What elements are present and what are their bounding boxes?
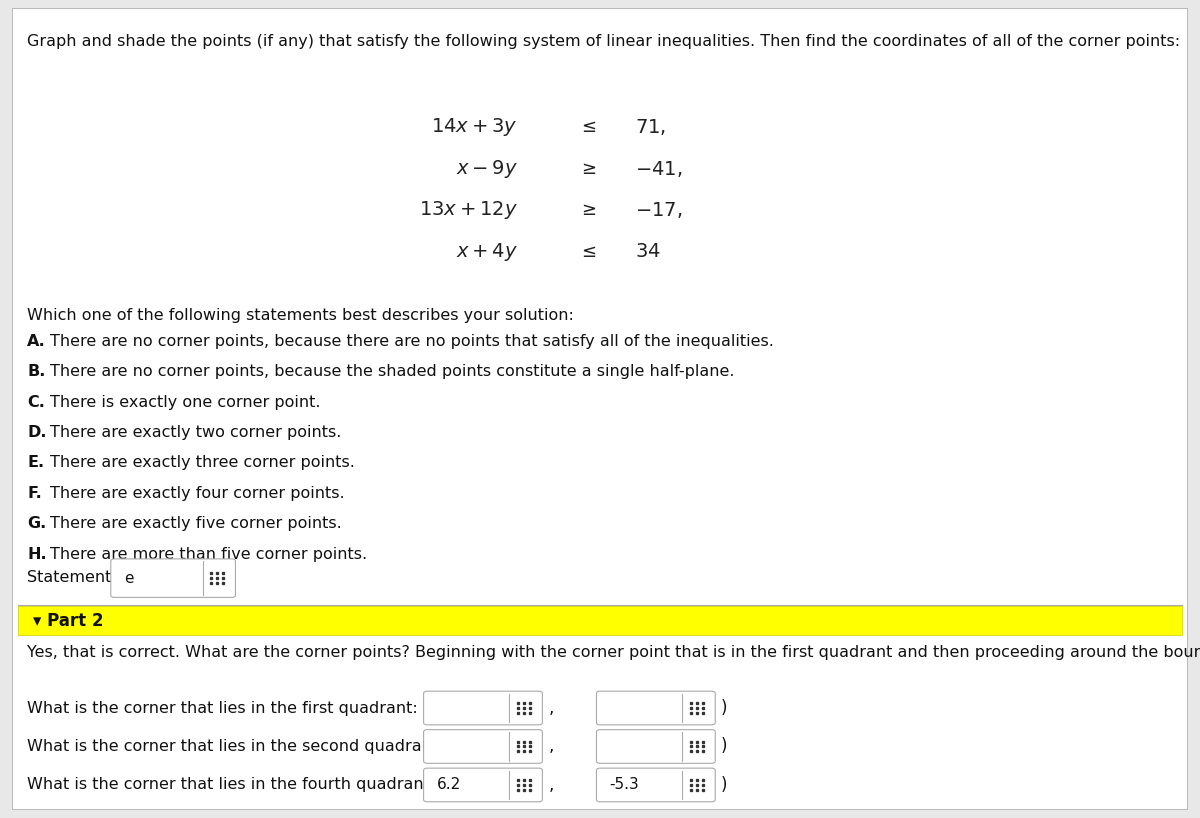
FancyBboxPatch shape [424, 730, 542, 763]
FancyBboxPatch shape [424, 768, 542, 802]
Text: ≤: ≤ [581, 118, 596, 136]
Text: $−17,$: $−17,$ [635, 200, 683, 220]
Text: H.: H. [28, 547, 47, 562]
Text: A.: A. [28, 334, 46, 348]
Text: -5.3: -5.3 [610, 777, 640, 793]
Text: $71,$: $71,$ [635, 117, 666, 137]
Text: ,: , [548, 738, 553, 756]
Text: 6.2: 6.2 [437, 777, 461, 793]
Text: There are no corner points, because the shaded points constitute a single half-p: There are no corner points, because the … [49, 364, 734, 379]
Text: C.: C. [28, 394, 46, 410]
Text: ,: , [548, 776, 553, 794]
Text: There is exactly one corner point.: There is exactly one corner point. [49, 394, 320, 410]
Text: There are no corner points, because there are no points that satisfy all of the : There are no corner points, because ther… [49, 334, 774, 348]
FancyBboxPatch shape [424, 691, 542, 725]
Text: G.: G. [28, 516, 47, 532]
Text: What is the corner that lies in the first quadrant: (: What is the corner that lies in the firs… [28, 700, 430, 716]
Text: ,: , [548, 699, 553, 717]
Text: ≤: ≤ [581, 243, 596, 261]
Text: Graph and shade the points (if any) that satisfy the following system of linear : Graph and shade the points (if any) that… [28, 34, 1181, 49]
Text: There are exactly four corner points.: There are exactly four corner points. [49, 486, 344, 501]
FancyBboxPatch shape [596, 730, 715, 763]
Text: $x + 4y$: $x + 4y$ [456, 240, 517, 263]
Text: B.: B. [28, 364, 46, 379]
Text: D.: D. [28, 425, 47, 440]
Text: ): ) [721, 699, 727, 717]
Text: ): ) [721, 776, 727, 794]
FancyBboxPatch shape [12, 8, 1188, 810]
Text: There are exactly three corner points.: There are exactly three corner points. [49, 456, 354, 470]
FancyBboxPatch shape [110, 559, 235, 597]
FancyBboxPatch shape [596, 768, 715, 802]
Text: ▾ Part 2: ▾ Part 2 [34, 612, 103, 630]
Text: ): ) [721, 738, 727, 756]
Text: There are more than five corner points.: There are more than five corner points. [49, 547, 367, 562]
Text: $x − 9y$: $x − 9y$ [456, 158, 517, 179]
Text: $14x + 3y$: $14x + 3y$ [431, 116, 517, 137]
Text: There are exactly five corner points.: There are exactly five corner points. [49, 516, 341, 532]
Text: e: e [124, 571, 133, 586]
Text: Yes, that is correct. What are the corner points? Beginning with the corner poin: Yes, that is correct. What are the corne… [28, 645, 1200, 659]
Text: Statement:: Statement: [28, 570, 118, 585]
Text: What is the corner that lies in the fourth quadrant: (: What is the corner that lies in the four… [28, 777, 446, 793]
Text: $13x + 12y$: $13x + 12y$ [419, 200, 517, 221]
Text: What is the corner that lies in the second quadrant: (: What is the corner that lies in the seco… [28, 739, 455, 754]
Text: F.: F. [28, 486, 42, 501]
FancyBboxPatch shape [18, 606, 1182, 635]
Text: ≥: ≥ [581, 160, 596, 178]
Text: Which one of the following statements best describes your solution:: Which one of the following statements be… [28, 308, 574, 323]
Text: ≥: ≥ [581, 201, 596, 219]
Text: $−41,$: $−41,$ [635, 159, 683, 178]
Text: E.: E. [28, 456, 44, 470]
Text: $34$: $34$ [635, 242, 661, 262]
FancyBboxPatch shape [596, 691, 715, 725]
Text: There are exactly two corner points.: There are exactly two corner points. [49, 425, 341, 440]
